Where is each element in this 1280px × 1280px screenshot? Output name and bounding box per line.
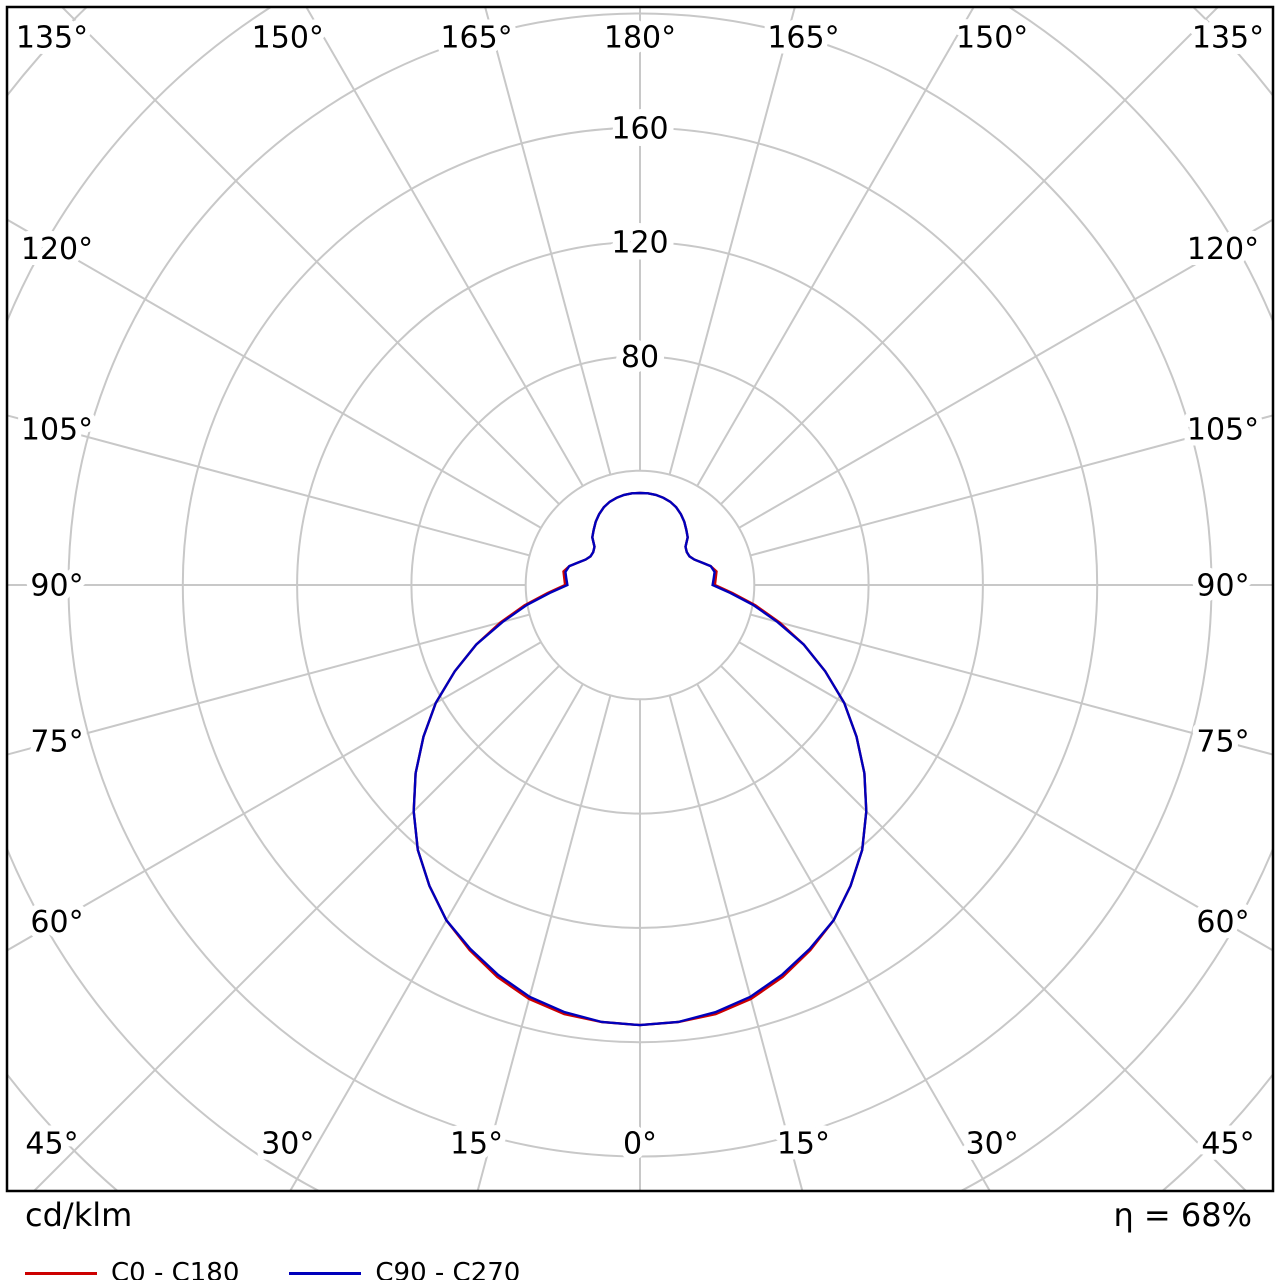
legend-label-c0-c180: C0 - C180 xyxy=(111,1258,240,1280)
svg-text:15°: 15° xyxy=(450,1127,503,1162)
svg-text:105°: 105° xyxy=(21,412,93,447)
svg-text:15°: 15° xyxy=(777,1127,830,1162)
efficiency-label: η = 68% xyxy=(1113,1196,1252,1234)
svg-text:120°: 120° xyxy=(21,232,93,267)
legend-item-c0-c180: C0 - C180 xyxy=(25,1258,239,1280)
svg-text:105°: 105° xyxy=(1187,412,1259,447)
svg-text:135°: 135° xyxy=(16,21,88,56)
svg-text:75°: 75° xyxy=(1196,725,1249,760)
ring-labels: 80 120 160 xyxy=(604,104,675,382)
svg-text:165°: 165° xyxy=(767,21,839,56)
svg-text:120°: 120° xyxy=(1187,232,1259,267)
svg-text:45°: 45° xyxy=(25,1127,78,1162)
svg-text:150°: 150° xyxy=(956,21,1028,56)
svg-text:60°: 60° xyxy=(30,905,83,940)
svg-text:180°: 180° xyxy=(604,21,676,56)
svg-text:0°: 0° xyxy=(623,1127,657,1162)
svg-text:135°: 135° xyxy=(1192,21,1264,56)
c90-c270-line-swatch xyxy=(289,1271,362,1275)
svg-text:160: 160 xyxy=(611,111,668,146)
svg-text:80: 80 xyxy=(621,340,659,375)
chart-frame xyxy=(5,5,1275,1193)
legend-label-c90-c270: C90 - C270 xyxy=(375,1258,521,1280)
legend-item-c90-c270: C90 - C270 xyxy=(289,1258,520,1280)
svg-text:30°: 30° xyxy=(966,1127,1019,1162)
svg-text:60°: 60° xyxy=(1196,905,1249,940)
svg-text:165°: 165° xyxy=(440,21,512,56)
svg-text:150°: 150° xyxy=(252,21,324,56)
legend: C0 - C180 C90 - C270 xyxy=(25,1258,520,1280)
svg-text:45°: 45° xyxy=(1201,1127,1254,1162)
angle-labels: 135° 150° 165° 180° 165° 150° 135° 45° 30° 15° 0° 1… xyxy=(10,15,1270,1168)
c0-c180-line-swatch xyxy=(25,1271,97,1275)
svg-text:90°: 90° xyxy=(30,569,83,604)
svg-text:90°: 90° xyxy=(1196,569,1249,604)
svg-text:120: 120 xyxy=(611,226,668,261)
curve-c90-c270 xyxy=(412,491,868,1027)
svg-text:30°: 30° xyxy=(261,1127,314,1162)
radial-unit-label: cd/klm xyxy=(25,1196,133,1234)
svg-text:75°: 75° xyxy=(30,725,83,760)
